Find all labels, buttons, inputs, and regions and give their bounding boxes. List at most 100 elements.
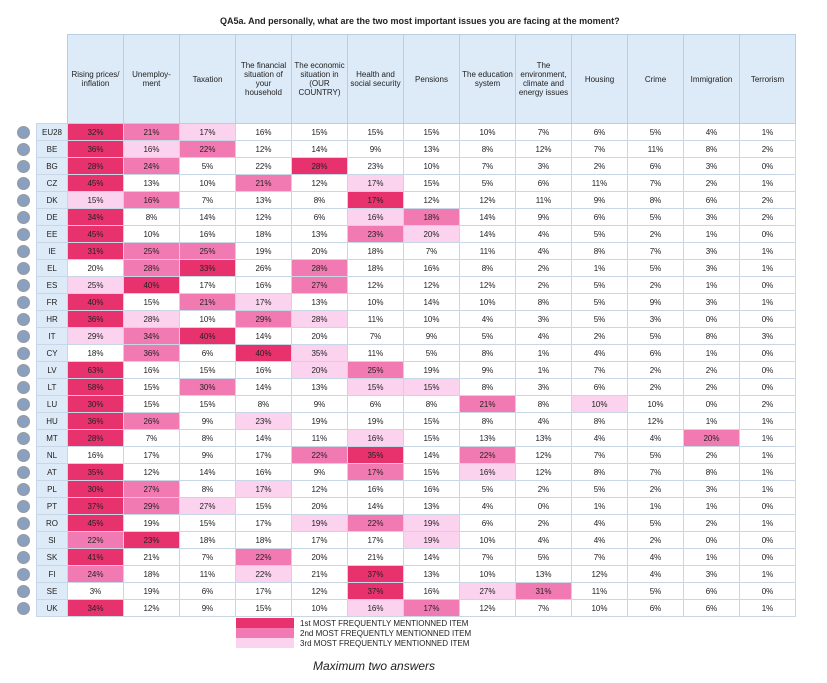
cell: 13% (235, 191, 292, 209)
cell: 45% (67, 514, 124, 532)
row: SE 3% 19% 6% 17% 12% 37% 16% 27% 31% 11% 5% 6% 0% (10, 582, 796, 600)
flag-icon (16, 584, 30, 598)
results-table: Rising prices/ inflation Unemploy-ment Tax… (10, 34, 796, 617)
flag (10, 158, 37, 175)
cell: 4% (571, 429, 628, 447)
legend-label: 1st MOST FREQUENTLY MENTIONNED ITEM (300, 618, 469, 628)
cell: 15% (403, 123, 460, 141)
cell: 2% (683, 446, 740, 464)
cell: 8% (571, 463, 628, 481)
cell: 6% (683, 191, 740, 209)
cell: 2% (683, 361, 740, 379)
row: SI 22% 23% 18% 18% 17% 17% 19% 10% 4% 4% 2% 0% 0% (10, 531, 796, 549)
flag (10, 345, 37, 362)
cell: 12% (515, 446, 572, 464)
cell: 22% (179, 140, 236, 158)
country: CY (36, 344, 68, 362)
cell: 12% (459, 276, 516, 294)
flag (10, 532, 37, 549)
country: HU (36, 412, 68, 430)
cell: 9% (179, 446, 236, 464)
cell: 12% (627, 412, 684, 430)
cell: 16% (123, 140, 180, 158)
country: MT (36, 429, 68, 447)
row: LU 30% 15% 15% 8% 9% 6% 8% 21% 8% 10% 10% 0% 2% (10, 395, 796, 413)
cell: 0% (739, 157, 796, 175)
cell: 5% (515, 548, 572, 566)
flag (10, 124, 37, 141)
row: SK 41% 21% 7% 22% 20% 21% 14% 7% 5% 7% 4% 1% 0% (10, 548, 796, 566)
cell: 22% (347, 514, 404, 532)
cell: 20% (291, 242, 348, 260)
cell: 6% (347, 395, 404, 413)
cell: 1% (739, 565, 796, 583)
cell: 17% (123, 446, 180, 464)
cell: 45% (67, 174, 124, 192)
cell: 14% (291, 140, 348, 158)
row: DK 15% 16% 7% 13% 8% 17% 12% 12% 11% 9% 8% 6% 2% (10, 191, 796, 209)
cell: 21% (235, 174, 292, 192)
cell: 16% (235, 463, 292, 481)
cell: 11% (347, 344, 404, 362)
cell: 33% (179, 259, 236, 277)
cell: 22% (235, 565, 292, 583)
cell: 9% (179, 412, 236, 430)
legend-label: 3rd MOST FREQUENTLY MENTIONNED ITEM (300, 638, 470, 648)
row: PL 30% 27% 8% 17% 12% 16% 16% 5% 2% 5% 2% 3% 1% (10, 480, 796, 498)
cell: 40% (235, 344, 292, 362)
cell: 20% (403, 225, 460, 243)
cell: 2% (739, 140, 796, 158)
cell: 2% (515, 480, 572, 498)
cell: 23% (347, 157, 404, 175)
flag (10, 294, 37, 311)
flag (10, 192, 37, 209)
legend-swatch (236, 628, 294, 638)
cell: 18% (403, 208, 460, 226)
country: AT (36, 463, 68, 481)
country: EU28 (36, 123, 68, 141)
cell: 9% (627, 293, 684, 311)
cell: 6% (515, 174, 572, 192)
country: RO (36, 514, 68, 532)
cell: 19% (403, 361, 460, 379)
row: IT 29% 34% 40% 14% 20% 7% 9% 5% 4% 2% 5% 8% 3% (10, 327, 796, 345)
cell: 28% (67, 157, 124, 175)
cell: 2% (739, 208, 796, 226)
flag-icon (16, 261, 30, 275)
cell: 15% (403, 174, 460, 192)
cell: 17% (235, 293, 292, 311)
cell: 30% (67, 480, 124, 498)
country: LV (36, 361, 68, 379)
cell: 2% (627, 361, 684, 379)
cell: 3% (739, 327, 796, 345)
cell: 11% (571, 582, 628, 600)
cell: 13% (123, 174, 180, 192)
column-header: Crime (627, 34, 684, 124)
row: CY 18% 36% 6% 40% 35% 11% 5% 8% 1% 4% 6% 1% 0% (10, 344, 796, 362)
cell: 12% (291, 174, 348, 192)
cell: 36% (67, 140, 124, 158)
country: UK (36, 599, 68, 617)
flag-icon (16, 312, 30, 326)
cell: 7% (571, 446, 628, 464)
flag (10, 209, 37, 226)
flag (10, 498, 37, 515)
cell: 13% (291, 293, 348, 311)
flag-icon (16, 227, 30, 241)
cell: 10% (403, 310, 460, 328)
cell: 6% (179, 344, 236, 362)
cell: 10% (571, 395, 628, 413)
cell: 27% (459, 582, 516, 600)
flag-icon (16, 448, 30, 462)
cell: 6% (683, 599, 740, 617)
cell: 22% (235, 548, 292, 566)
cell: 15% (179, 395, 236, 413)
cell: 7% (571, 140, 628, 158)
flag-icon (16, 278, 30, 292)
cell: 6% (571, 208, 628, 226)
cell: 15% (347, 123, 404, 141)
cell: 3% (515, 310, 572, 328)
column-header: Taxation (179, 34, 236, 124)
cell: 0% (739, 361, 796, 379)
flag (10, 328, 37, 345)
